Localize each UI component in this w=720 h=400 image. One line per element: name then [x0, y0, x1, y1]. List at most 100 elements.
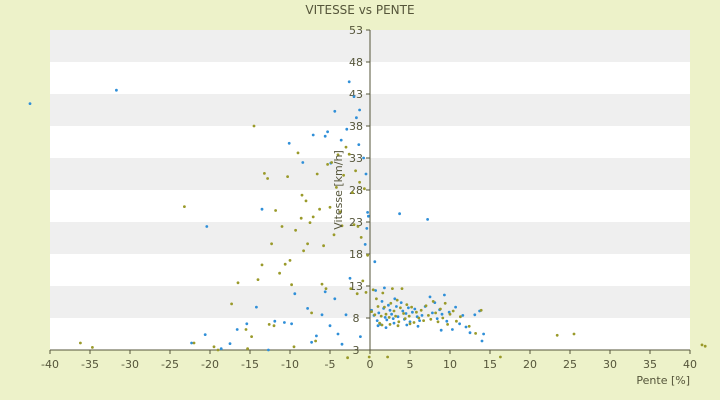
- data-point-blue: [219, 347, 223, 351]
- data-point-blue: [480, 339, 484, 343]
- data-point-olive: [451, 309, 455, 313]
- data-point-olive: [467, 324, 471, 328]
- data-point-blue: [458, 322, 461, 326]
- data-point-blue: [306, 307, 309, 310]
- data-point-olive: [474, 332, 477, 335]
- data-point-olive: [246, 347, 250, 351]
- y-tick-label: 43: [349, 88, 363, 101]
- data-point-olive: [256, 278, 260, 281]
- y-tick-label: 33: [349, 152, 363, 165]
- data-point-blue: [395, 305, 398, 308]
- data-point-blue: [435, 317, 439, 320]
- data-point-olive: [274, 209, 277, 212]
- data-point-olive: [296, 151, 300, 155]
- data-point-olive: [395, 298, 399, 302]
- data-point-olive: [386, 355, 389, 359]
- data-point-olive: [311, 215, 315, 219]
- x-tick-label: -5: [325, 358, 336, 371]
- data-point-olive: [424, 304, 428, 308]
- data-point-olive: [703, 344, 707, 348]
- data-point-olive: [79, 341, 82, 345]
- data-point-blue: [426, 218, 429, 221]
- y-tick-label: 48: [349, 56, 363, 69]
- data-point-blue: [339, 138, 343, 142]
- data-point-blue: [315, 334, 318, 338]
- data-points: [28, 80, 707, 360]
- data-point-olive: [306, 242, 309, 246]
- data-point-olive: [244, 328, 248, 331]
- data-point-blue: [228, 342, 232, 345]
- data-point-olive: [349, 287, 353, 290]
- data-point-olive: [427, 314, 430, 317]
- data-point-blue: [377, 311, 381, 315]
- data-point-olive: [330, 161, 333, 164]
- data-point-blue: [323, 134, 327, 138]
- data-point-blue: [387, 303, 390, 307]
- data-point-olive: [339, 210, 342, 214]
- data-point-blue: [373, 260, 377, 264]
- data-point-olive: [407, 314, 411, 318]
- data-point-blue: [320, 313, 324, 317]
- data-point-olive: [183, 205, 186, 209]
- y-tick-label: 53: [349, 24, 363, 37]
- x-tick-label: 25: [563, 358, 577, 371]
- data-point-olive: [336, 153, 340, 157]
- axes: [50, 30, 690, 351]
- data-point-blue: [205, 225, 209, 228]
- data-point-blue: [375, 319, 379, 322]
- data-point-blue: [380, 300, 384, 303]
- x-tick-label: 15: [483, 358, 497, 371]
- data-point-olive: [408, 322, 412, 326]
- data-point-olive: [415, 310, 418, 314]
- data-point-blue: [401, 309, 405, 313]
- data-point-olive: [351, 191, 354, 195]
- x-tick-label: 40: [683, 358, 697, 371]
- data-point-olive: [361, 279, 365, 283]
- data-point-olive: [278, 271, 281, 275]
- data-point-blue: [405, 323, 409, 327]
- data-point-olive: [392, 309, 396, 313]
- data-point-blue: [443, 293, 446, 297]
- data-point-blue: [344, 313, 348, 317]
- y-tick-label: 28: [349, 184, 363, 197]
- data-point-olive: [344, 145, 348, 149]
- data-point-blue: [273, 319, 277, 323]
- data-point-olive: [384, 312, 388, 316]
- x-tick-label: 5: [407, 358, 414, 371]
- data-point-olive: [212, 345, 216, 349]
- data-point-olive: [572, 332, 576, 336]
- data-point-blue: [445, 319, 449, 323]
- data-point-olive: [436, 320, 440, 324]
- data-point-blue: [328, 324, 332, 328]
- data-point-blue: [408, 320, 412, 324]
- data-point-olive: [346, 356, 349, 360]
- data-point-olive: [266, 177, 269, 180]
- data-point-olive: [320, 282, 324, 286]
- data-point-olive: [402, 312, 405, 315]
- data-point-blue: [355, 116, 358, 120]
- data-point-olive: [286, 175, 289, 179]
- data-point-olive: [322, 244, 325, 248]
- data-point-olive: [378, 321, 381, 325]
- data-point-olive: [250, 335, 254, 338]
- x-tick-label: -20: [201, 358, 219, 371]
- data-point-blue: [418, 319, 421, 322]
- data-point-blue: [440, 312, 444, 316]
- y-tick-label: 38: [349, 120, 363, 133]
- data-point-olive: [302, 249, 305, 253]
- data-point-olive: [376, 305, 380, 308]
- data-point-olive: [236, 281, 240, 285]
- data-point-blue: [431, 311, 434, 315]
- data-point-olive: [91, 346, 94, 349]
- data-point-olive: [358, 180, 361, 184]
- data-point-blue: [311, 133, 315, 137]
- data-point-blue: [340, 342, 344, 346]
- data-point-olive: [394, 314, 397, 318]
- data-point-blue: [407, 306, 410, 310]
- data-point-olive: [381, 291, 385, 295]
- data-point-blue: [203, 333, 207, 336]
- data-point-blue: [245, 322, 249, 326]
- x-tick-label: -15: [241, 358, 259, 371]
- data-point-olive: [283, 262, 287, 266]
- data-point-olive: [429, 317, 433, 321]
